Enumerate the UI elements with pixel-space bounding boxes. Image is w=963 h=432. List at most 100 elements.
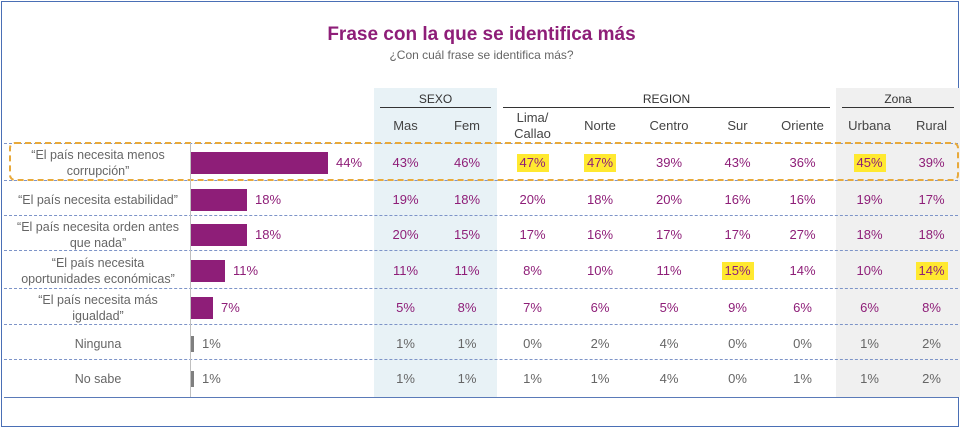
row-separator xyxy=(4,324,958,325)
table-cell: 4% xyxy=(659,371,679,386)
bar xyxy=(191,223,247,246)
highlight-box xyxy=(9,142,959,181)
table-cell: 14% xyxy=(789,263,816,278)
table-cell: 6% xyxy=(860,300,879,315)
bar-value-label: 1% xyxy=(202,335,221,351)
table-cell: 2% xyxy=(922,335,941,351)
table-cell: 18% xyxy=(918,226,945,242)
table-cell: 20% xyxy=(519,191,546,207)
table-cell: 1% xyxy=(396,371,415,386)
row-separator xyxy=(4,215,958,216)
table-cell: 15% xyxy=(453,226,481,242)
table-cell: 2% xyxy=(922,371,941,386)
table-cell: 8% xyxy=(523,263,542,278)
row-separator xyxy=(4,397,958,398)
table-cell: 7% xyxy=(523,300,542,315)
group-header-zona: Zona xyxy=(884,92,912,106)
sexo-shade xyxy=(374,88,497,397)
column-header: Rural xyxy=(915,118,948,133)
row-label: “El país necesita más igualdad” xyxy=(38,293,158,323)
table-cell: 39% xyxy=(655,155,683,170)
table-cell: 20% xyxy=(655,191,683,207)
bar-value-label: 18% xyxy=(255,191,282,207)
table-cell: 0% xyxy=(523,335,542,351)
column-header: Mas xyxy=(393,118,418,133)
column-header: Oriente xyxy=(781,118,824,133)
table-cell: 8% xyxy=(922,300,941,315)
row-label: “El país necesita orden antes que nada” xyxy=(17,219,179,250)
group-header-zona-rule xyxy=(842,107,954,108)
table-cell: 18% xyxy=(856,226,883,242)
table-cell: 46% xyxy=(453,155,481,170)
table-cell: 20% xyxy=(392,226,419,242)
table-cell: 16% xyxy=(789,191,816,207)
row-label: “El país necesita estabilidad” xyxy=(18,192,178,207)
table-cell: 15% xyxy=(724,263,751,278)
column-header: Norte xyxy=(584,118,616,133)
table-cell: 17% xyxy=(918,191,945,207)
table-cell: 27% xyxy=(789,226,816,242)
table-cell: 6% xyxy=(793,300,812,315)
table-cell: 1% xyxy=(523,371,542,386)
table-cell: 17% xyxy=(724,226,751,242)
bar xyxy=(191,297,213,319)
axis-line xyxy=(190,143,191,397)
table-cell: 9% xyxy=(728,300,747,315)
row-label: No sabe xyxy=(74,372,122,386)
column-header: Urbana xyxy=(848,118,891,133)
row-separator xyxy=(4,288,958,289)
row-label: “El país necesita menos corrupción” xyxy=(31,148,165,178)
table-cell: 36% xyxy=(789,155,816,170)
bar-value-label: 1% xyxy=(202,371,221,386)
table-cell: 4% xyxy=(659,335,679,351)
table-cell: 5% xyxy=(396,300,415,315)
table-cell: 47% xyxy=(519,155,546,170)
table-cell: 1% xyxy=(860,371,879,386)
table-cell: 1% xyxy=(457,335,477,351)
bar-value-label: 7% xyxy=(221,300,240,315)
chart-title: Frase con la que se identifica más xyxy=(327,24,636,45)
table-cell: 43% xyxy=(392,155,419,170)
table-cell: 16% xyxy=(586,226,614,242)
table-cell: 5% xyxy=(659,300,679,315)
bar-value-label: 44% xyxy=(336,155,363,170)
group-header-region-rule xyxy=(503,107,830,108)
highlight-mark xyxy=(584,154,616,172)
column-header: Lima/Callao xyxy=(514,110,551,141)
group-header-sexo: SEXO xyxy=(418,92,453,106)
table-cell: 19% xyxy=(392,191,419,207)
column-header: Sur xyxy=(727,118,748,133)
table-cell: 6% xyxy=(590,300,610,315)
table-cell: 17% xyxy=(519,226,546,242)
column-header: Fem xyxy=(454,118,480,133)
table-cell: 19% xyxy=(856,191,883,207)
table-cell: 43% xyxy=(724,155,751,170)
bar xyxy=(191,188,247,211)
table-cell: 0% xyxy=(793,335,812,351)
row-separator xyxy=(4,250,958,251)
bar-value-label: 18% xyxy=(255,226,282,242)
table-cell: 18% xyxy=(453,191,481,207)
table-cell: 39% xyxy=(918,155,945,170)
table-cell: 1% xyxy=(590,371,610,386)
table-cell: 1% xyxy=(457,371,477,386)
group-header-region: REGION xyxy=(642,92,691,106)
group-header-sexo-rule xyxy=(380,107,491,108)
table-cell: 16% xyxy=(724,191,751,207)
bar-value-label: 11% xyxy=(233,263,259,278)
table-cell: 0% xyxy=(728,371,747,386)
row-label: “El país necesita oportunidades económica… xyxy=(21,256,175,286)
table-cell: 1% xyxy=(860,335,879,351)
table-cell: 17% xyxy=(655,226,683,242)
table-cell: 47% xyxy=(586,155,614,170)
table-cell: 8% xyxy=(457,300,477,315)
row-separator xyxy=(4,359,958,360)
highlight-mark xyxy=(516,154,549,172)
row-label: Ninguna xyxy=(74,336,122,351)
bar xyxy=(191,335,194,352)
zona-shade xyxy=(836,88,960,397)
highlight-mark xyxy=(853,154,886,172)
highlight-mark xyxy=(915,262,948,280)
table-cell: 2% xyxy=(590,335,610,351)
table-cell: 45% xyxy=(856,155,883,170)
